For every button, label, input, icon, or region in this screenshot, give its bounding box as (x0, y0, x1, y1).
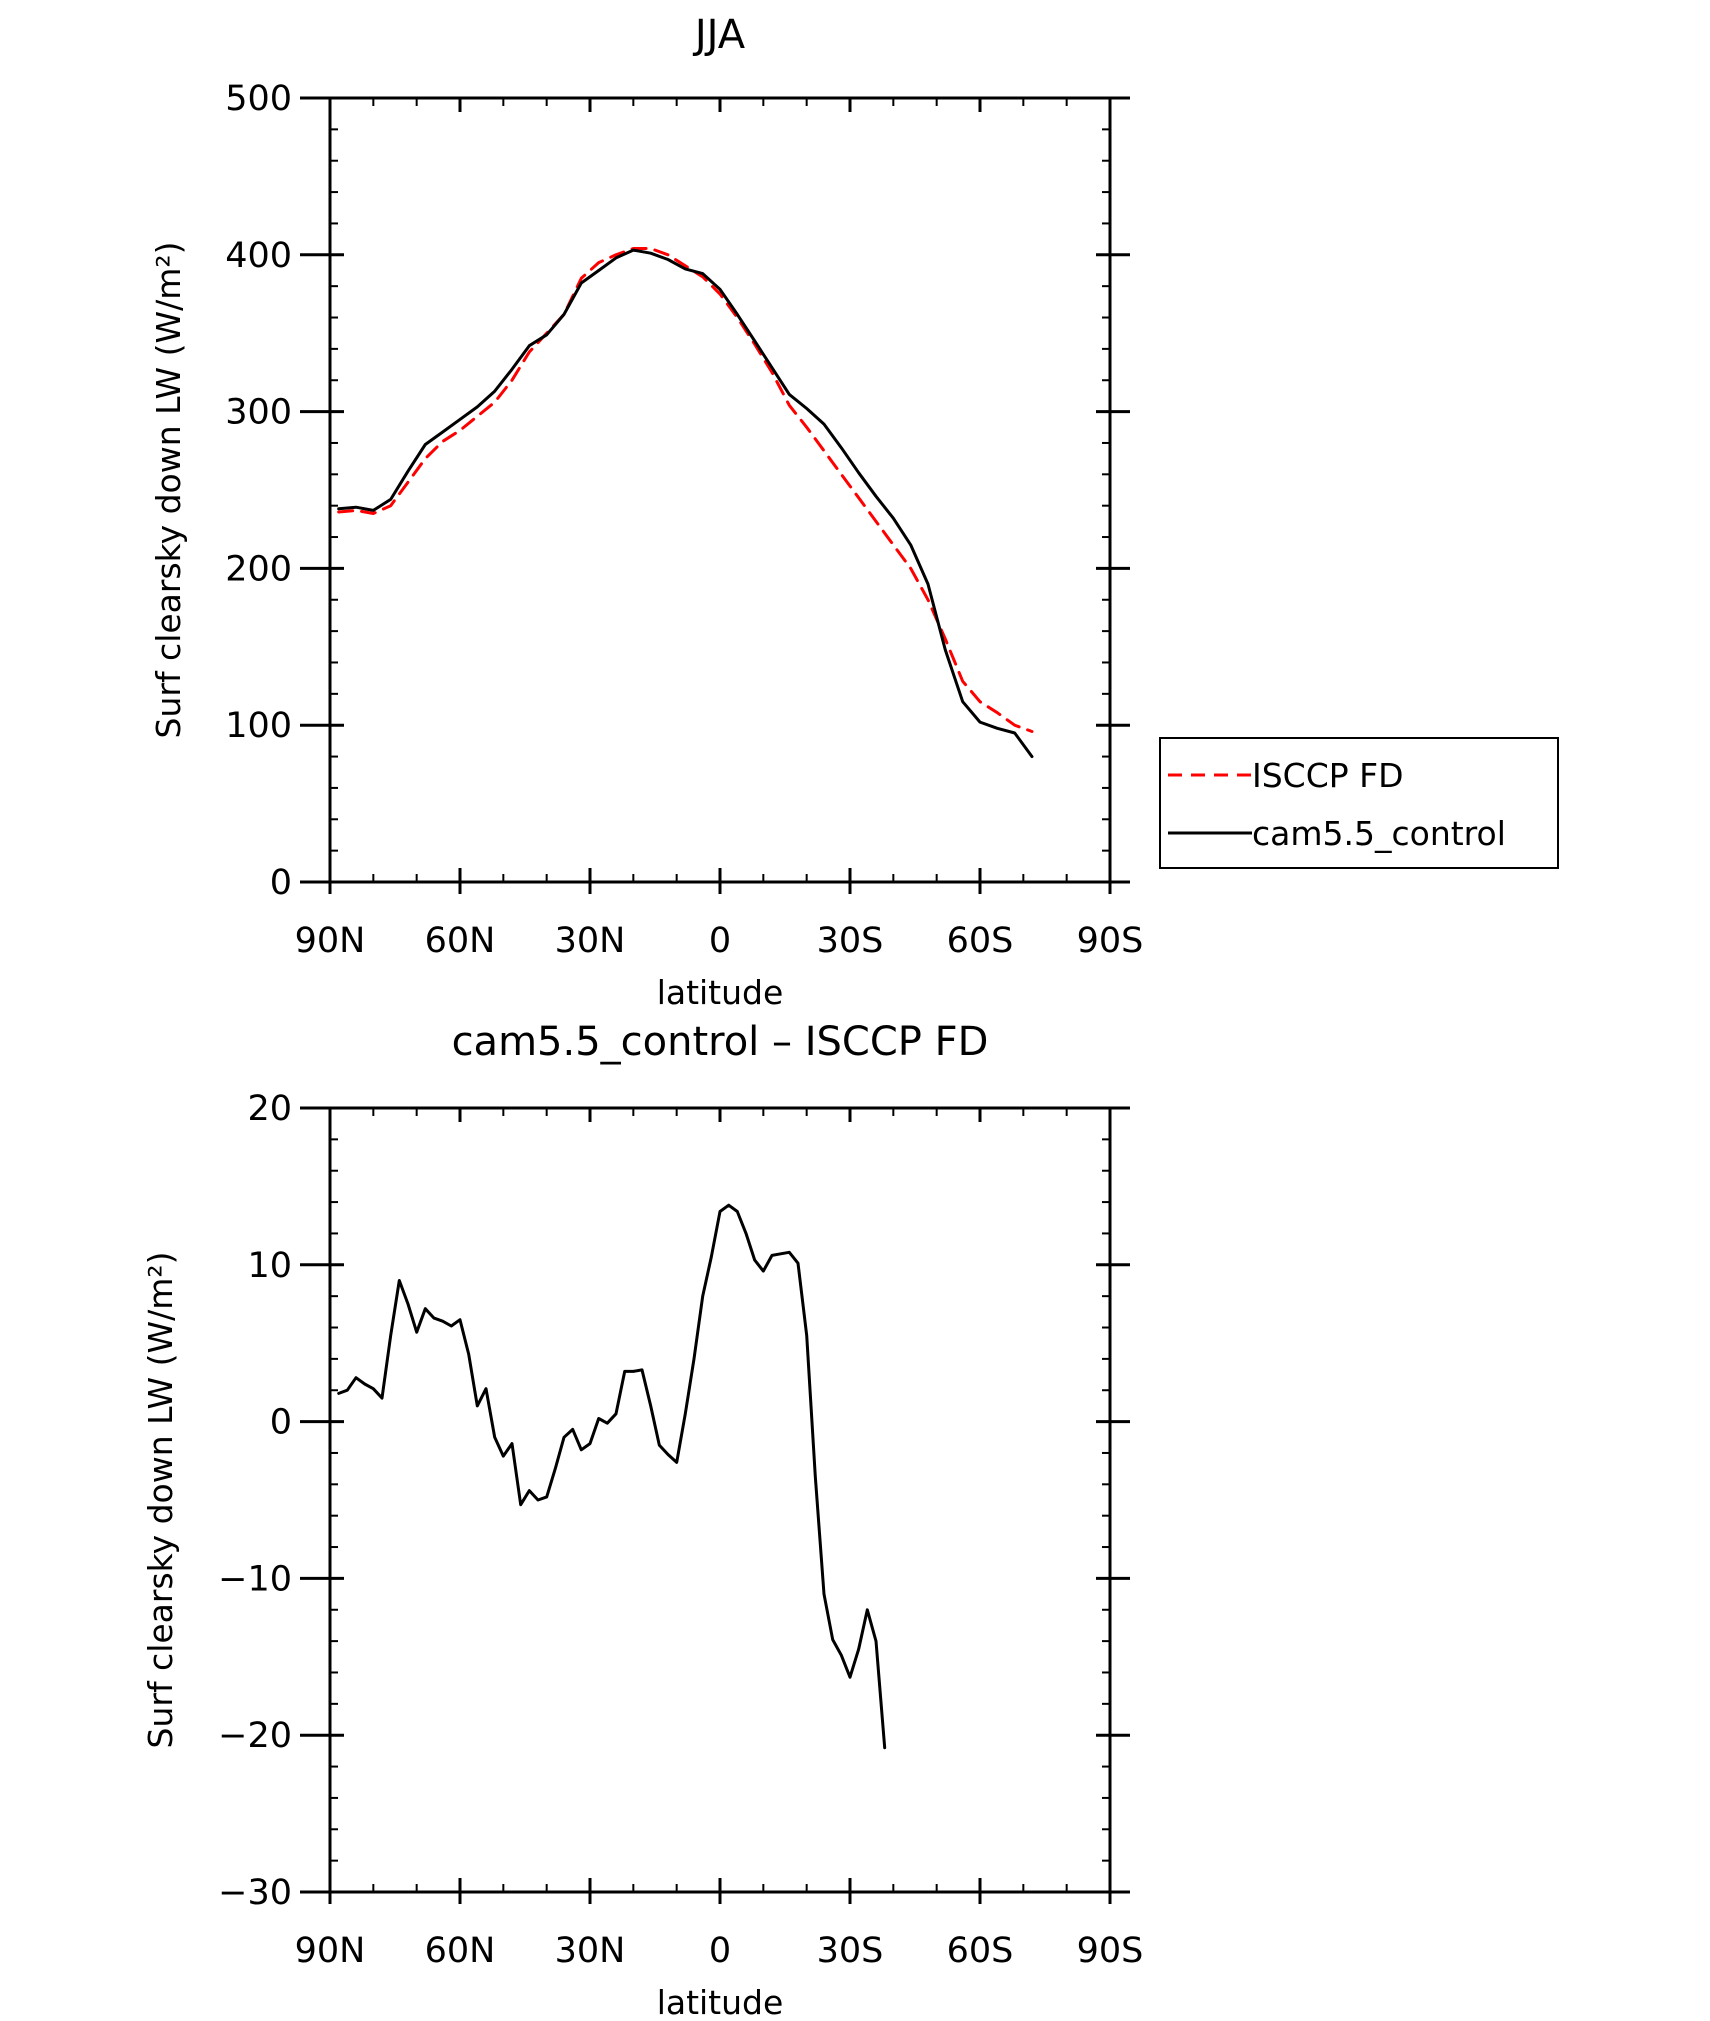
chart-title: cam5.5_control – ISCCP FD (452, 1019, 989, 1065)
legend-label: cam5.5_control (1252, 814, 1506, 853)
y-axis-label: Surf clearsky down LW (W/m²) (149, 242, 188, 739)
x-tick-label: 60N (425, 921, 496, 961)
x-tick-label: 30S (817, 1931, 884, 1971)
plot-frame (328, 1106, 1112, 1894)
y-tick-label: 10 (247, 1246, 292, 1286)
series-line-0 (337, 1203, 887, 1750)
legend: ISCCP FD cam5.5_control (1159, 737, 1559, 869)
x-tick-label: 90S (1077, 921, 1144, 961)
x-axis-label: latitude (657, 1983, 784, 2021)
y-tick-label: −30 (218, 1873, 292, 1913)
x-tick-label: 0 (709, 921, 731, 961)
y-axis-label: Surf clearsky down LW (W/m²) (141, 1252, 180, 1749)
series-line-0 (337, 247, 1034, 733)
x-tick-label: 0 (709, 1931, 731, 1971)
y-tick-label: 500 (225, 79, 292, 119)
y-tick-label: 100 (225, 706, 292, 746)
y-tick-label: 400 (225, 236, 292, 276)
x-tick-label: 30N (555, 921, 626, 961)
series-line-1 (337, 248, 1034, 759)
x-tick-label: 90S (1077, 1931, 1144, 1971)
plot-frame (328, 96, 1112, 884)
x-tick-label: 90N (295, 1931, 366, 1971)
legend-box (1159, 737, 1559, 869)
y-tick-label: 200 (225, 549, 292, 589)
x-tick-label: 30S (817, 921, 884, 961)
y-tick-label: 0 (270, 863, 292, 903)
y-tick-label: −20 (218, 1716, 292, 1756)
x-tick-label: 30N (555, 1931, 626, 1971)
x-tick-label: 60S (947, 1931, 1014, 1971)
x-tick-label: 90N (295, 921, 366, 961)
y-tick-label: 0 (270, 1403, 292, 1443)
legend-label: ISCCP FD (1252, 756, 1404, 795)
x-tick-label: 60S (947, 921, 1014, 961)
top-chart: 90N 60N 30N 0 30S 60S 90S 0 100 200 300 400 500 JJA la… (149, 12, 1559, 1012)
y-tick-label: 300 (225, 393, 292, 433)
x-tick-label: 60N (425, 1931, 496, 1971)
y-tick-label: −10 (218, 1559, 292, 1599)
bottom-chart: 90N 60N 30N 0 30S 60S 90S −30 −20 −10 0 10 20 cam5.5_… (141, 1019, 1143, 2021)
y-tick-label: 20 (247, 1089, 292, 1129)
x-axis-label: latitude (657, 973, 784, 1012)
chart-title: JJA (692, 12, 746, 58)
